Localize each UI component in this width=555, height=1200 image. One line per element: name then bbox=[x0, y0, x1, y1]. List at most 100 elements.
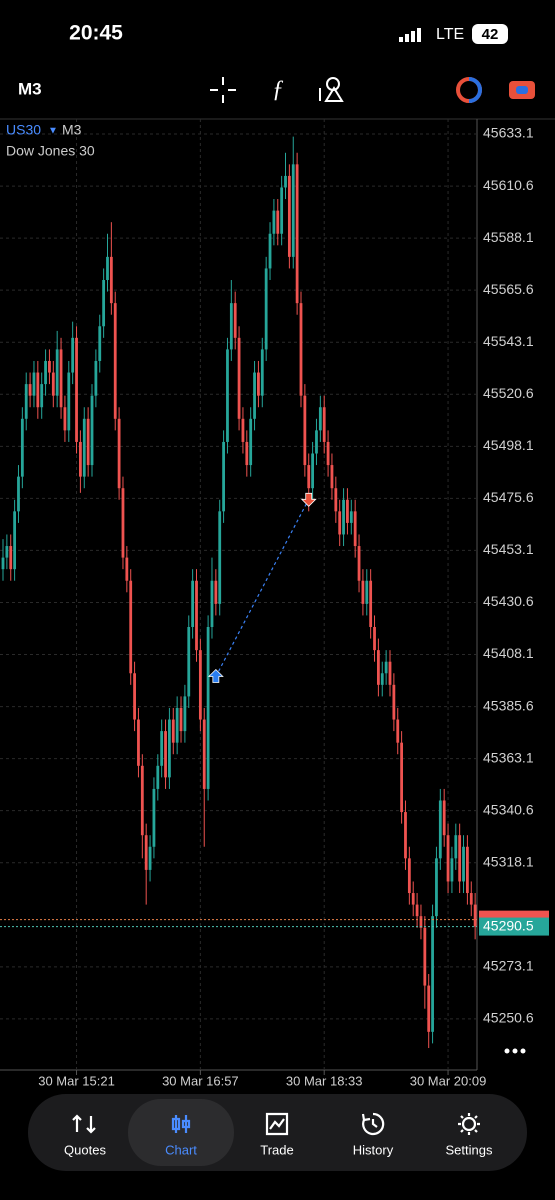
candle-body bbox=[376, 650, 380, 685]
nav-label[interactable]: Settings bbox=[446, 1142, 493, 1157]
candle-body bbox=[51, 372, 55, 396]
candle-body bbox=[183, 696, 187, 732]
candle-body bbox=[13, 511, 17, 570]
candle-body bbox=[462, 846, 465, 882]
candle-body bbox=[404, 812, 407, 859]
candle-body bbox=[187, 627, 191, 697]
accounts-button[interactable] bbox=[509, 81, 535, 99]
candle-body bbox=[330, 465, 334, 489]
candle-body bbox=[218, 511, 222, 604]
candle-body bbox=[71, 337, 75, 373]
candle-body bbox=[419, 916, 423, 928]
bid-label: 45290.5 bbox=[483, 917, 534, 933]
y-tick-label: 45588.1 bbox=[483, 229, 534, 245]
candle-body bbox=[245, 441, 249, 466]
candle-body bbox=[431, 916, 434, 1032]
candle-body bbox=[206, 627, 210, 789]
candle-body bbox=[20, 418, 24, 477]
candle-body bbox=[423, 927, 427, 986]
candle-body bbox=[140, 765, 144, 836]
candle-body bbox=[415, 904, 419, 917]
candle-body bbox=[384, 661, 388, 674]
x-tick-label: 30 Mar 20:09 bbox=[410, 1073, 487, 1088]
candle-body bbox=[198, 650, 202, 720]
candle-body bbox=[109, 256, 113, 304]
candle-body bbox=[48, 360, 51, 373]
candle-body bbox=[260, 349, 264, 396]
signal-icon bbox=[399, 28, 421, 42]
sell-marker bbox=[300, 492, 317, 507]
timeframe-button[interactable]: M3 bbox=[18, 79, 42, 98]
nav-icon[interactable] bbox=[361, 1112, 385, 1136]
candle-body bbox=[326, 441, 330, 466]
nav-active-pill bbox=[128, 1099, 234, 1166]
objects-button[interactable] bbox=[319, 77, 344, 102]
candle-body bbox=[202, 719, 206, 789]
candle-body bbox=[144, 835, 148, 870]
candle-body bbox=[121, 488, 125, 558]
symbol-description: Dow Jones 30 bbox=[6, 143, 95, 159]
candle-body bbox=[334, 488, 338, 512]
nav-label[interactable]: Chart bbox=[165, 1142, 197, 1157]
crosshair-button[interactable] bbox=[210, 77, 236, 103]
candle-body bbox=[160, 731, 164, 766]
candle-body bbox=[311, 453, 314, 489]
candle-body bbox=[369, 580, 373, 628]
nav-icon[interactable] bbox=[265, 1112, 289, 1136]
candle-body bbox=[24, 384, 28, 419]
candle-body bbox=[32, 372, 36, 396]
candle-body bbox=[1, 557, 5, 570]
indicators-button[interactable]: ƒ bbox=[272, 77, 284, 103]
candle-body bbox=[469, 893, 473, 905]
symbol-dropdown[interactable]: ▼ bbox=[48, 126, 58, 137]
nav-icon[interactable] bbox=[171, 1115, 191, 1133]
y-tick-label: 45543.1 bbox=[483, 333, 534, 349]
candle-body bbox=[9, 546, 13, 570]
candle-body bbox=[342, 499, 345, 535]
candle-body bbox=[454, 835, 458, 859]
nav-icon[interactable] bbox=[458, 1113, 480, 1135]
battery-level: 42 bbox=[482, 26, 499, 43]
y-tick-label: 45520.6 bbox=[483, 385, 534, 401]
candle-body bbox=[40, 384, 44, 408]
more-button[interactable] bbox=[504, 1048, 526, 1054]
candle-body bbox=[164, 731, 167, 778]
nav-label[interactable]: History bbox=[353, 1142, 394, 1157]
candle-body bbox=[272, 210, 276, 234]
candle-body bbox=[411, 893, 415, 905]
candle-body bbox=[75, 337, 78, 442]
candle-body bbox=[63, 407, 67, 431]
candle-body bbox=[291, 164, 295, 257]
trade-button[interactable] bbox=[456, 77, 482, 103]
candle-body bbox=[396, 719, 400, 743]
candle-body bbox=[249, 418, 253, 466]
candle-body bbox=[435, 858, 438, 917]
y-tick-label: 45340.6 bbox=[483, 801, 534, 817]
candle-body bbox=[36, 372, 40, 408]
candle-body bbox=[380, 673, 384, 685]
candle-body bbox=[86, 418, 90, 466]
y-tick-label: 45610.6 bbox=[483, 177, 534, 193]
candle-body bbox=[438, 800, 442, 859]
nav-label[interactable]: Quotes bbox=[64, 1142, 106, 1157]
candle-body bbox=[129, 580, 133, 674]
y-tick-label: 45318.1 bbox=[483, 853, 534, 869]
candle-body bbox=[82, 418, 86, 477]
candle-body bbox=[365, 580, 369, 604]
candle-body bbox=[152, 788, 156, 847]
candle-body bbox=[346, 499, 349, 523]
nav-icon[interactable] bbox=[72, 1114, 96, 1134]
candle-body bbox=[191, 580, 195, 628]
y-tick-label: 45430.6 bbox=[483, 593, 534, 609]
candle-body bbox=[106, 256, 109, 281]
candle-body bbox=[361, 580, 365, 604]
candle-body bbox=[400, 742, 404, 813]
battery-icon bbox=[472, 24, 508, 44]
candle-body bbox=[322, 407, 326, 442]
candle-body bbox=[156, 765, 160, 789]
candle-body bbox=[179, 707, 183, 732]
y-tick-label: 45273.1 bbox=[483, 958, 534, 974]
nav-label[interactable]: Trade bbox=[260, 1142, 293, 1157]
candle-body bbox=[214, 580, 218, 604]
